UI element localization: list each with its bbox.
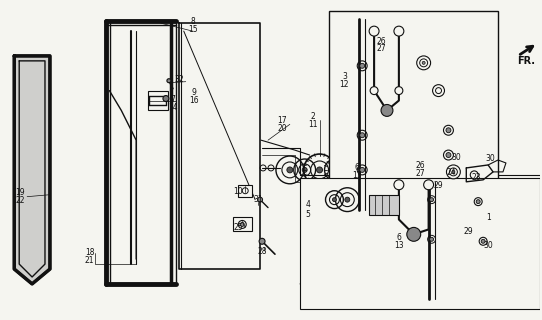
Text: 2: 2 <box>310 112 315 121</box>
Circle shape <box>360 63 365 68</box>
Circle shape <box>395 87 403 95</box>
Circle shape <box>430 198 434 202</box>
Circle shape <box>394 180 404 190</box>
Text: 27: 27 <box>376 44 386 53</box>
Text: 28: 28 <box>257 247 267 256</box>
Text: 26: 26 <box>376 36 386 45</box>
Text: 12: 12 <box>340 80 349 89</box>
Text: 31: 31 <box>253 195 263 204</box>
Text: 30: 30 <box>485 154 495 163</box>
Circle shape <box>259 238 265 244</box>
Text: 3: 3 <box>342 72 347 81</box>
Bar <box>238 185 252 197</box>
Text: 20: 20 <box>277 124 287 133</box>
Bar <box>369 195 399 214</box>
Text: 32: 32 <box>174 75 184 84</box>
Text: 25: 25 <box>234 223 243 232</box>
Circle shape <box>381 105 393 116</box>
Circle shape <box>287 167 293 173</box>
Text: 22: 22 <box>15 196 25 205</box>
Text: 18: 18 <box>85 248 94 257</box>
Bar <box>300 178 540 309</box>
Text: 30: 30 <box>451 153 461 162</box>
Circle shape <box>369 26 379 36</box>
Text: 27: 27 <box>416 169 425 178</box>
Text: 29: 29 <box>463 227 473 236</box>
Text: 14: 14 <box>168 103 178 112</box>
Circle shape <box>163 96 169 101</box>
Circle shape <box>257 197 262 202</box>
Circle shape <box>332 198 337 202</box>
Circle shape <box>422 61 425 64</box>
Text: 4: 4 <box>305 200 310 209</box>
Polygon shape <box>14 56 50 284</box>
Text: 11: 11 <box>308 120 318 129</box>
Circle shape <box>394 26 404 36</box>
Text: 13: 13 <box>394 241 404 250</box>
Circle shape <box>447 165 460 179</box>
Text: 23: 23 <box>472 173 481 182</box>
Text: 9: 9 <box>191 88 196 97</box>
Text: 10: 10 <box>234 187 243 196</box>
Circle shape <box>476 200 480 204</box>
Text: 17: 17 <box>277 116 287 125</box>
Text: FR.: FR. <box>517 56 535 66</box>
Bar <box>330 11 498 229</box>
Text: 7: 7 <box>170 95 175 104</box>
Text: 21: 21 <box>85 256 94 265</box>
Circle shape <box>345 197 350 202</box>
Circle shape <box>302 167 307 172</box>
Circle shape <box>430 237 434 241</box>
Text: 6: 6 <box>396 233 401 242</box>
Circle shape <box>446 128 451 133</box>
Text: 16: 16 <box>189 96 198 105</box>
Circle shape <box>317 167 322 173</box>
Circle shape <box>481 239 485 243</box>
Text: 15: 15 <box>188 25 197 34</box>
Circle shape <box>309 186 314 190</box>
Circle shape <box>452 171 455 173</box>
Text: 1: 1 <box>486 213 491 222</box>
Bar <box>347 162 374 178</box>
Circle shape <box>360 167 365 172</box>
Text: 30: 30 <box>483 241 493 250</box>
Circle shape <box>417 56 430 70</box>
Circle shape <box>470 171 478 179</box>
Text: 8: 8 <box>190 17 195 26</box>
Text: 5: 5 <box>305 210 310 219</box>
Circle shape <box>360 133 365 138</box>
Circle shape <box>240 222 244 227</box>
Text: 24: 24 <box>447 168 456 177</box>
Circle shape <box>433 85 444 97</box>
Circle shape <box>424 180 434 190</box>
Bar <box>148 91 168 110</box>
Text: 26: 26 <box>416 162 425 171</box>
Circle shape <box>167 79 171 83</box>
Bar <box>233 218 252 231</box>
Text: 19: 19 <box>15 188 25 197</box>
Text: 13: 13 <box>352 172 362 180</box>
Circle shape <box>446 153 451 157</box>
Circle shape <box>407 228 421 241</box>
Circle shape <box>370 87 378 95</box>
Text: 6: 6 <box>355 164 360 172</box>
Text: 29: 29 <box>434 181 443 190</box>
